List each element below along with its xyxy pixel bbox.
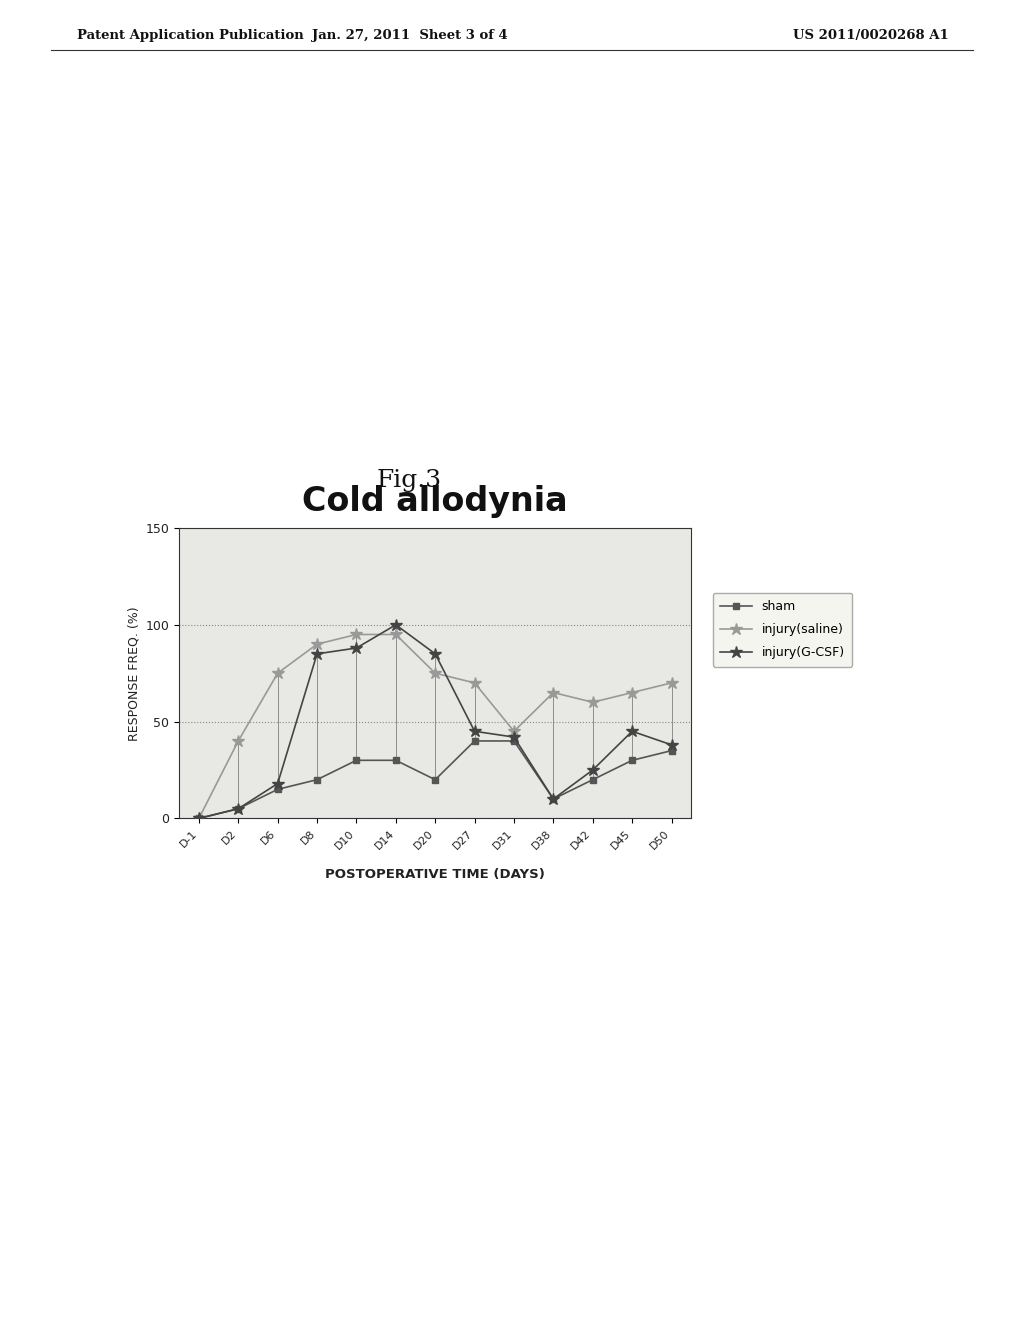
Legend: sham, injury(saline), injury(G-CSF): sham, injury(saline), injury(G-CSF)	[713, 593, 852, 667]
Text: Patent Application Publication: Patent Application Publication	[77, 29, 303, 42]
Y-axis label: RESPONSE FREQ. (%): RESPONSE FREQ. (%)	[127, 606, 140, 741]
Text: Jan. 27, 2011  Sheet 3 of 4: Jan. 27, 2011 Sheet 3 of 4	[311, 29, 508, 42]
Text: Fig.3: Fig.3	[377, 469, 442, 491]
Text: US 2011/0020268 A1: US 2011/0020268 A1	[793, 29, 948, 42]
Title: Cold allodynia: Cold allodynia	[302, 486, 568, 519]
X-axis label: POSTOPERATIVE TIME (DAYS): POSTOPERATIVE TIME (DAYS)	[326, 869, 545, 880]
